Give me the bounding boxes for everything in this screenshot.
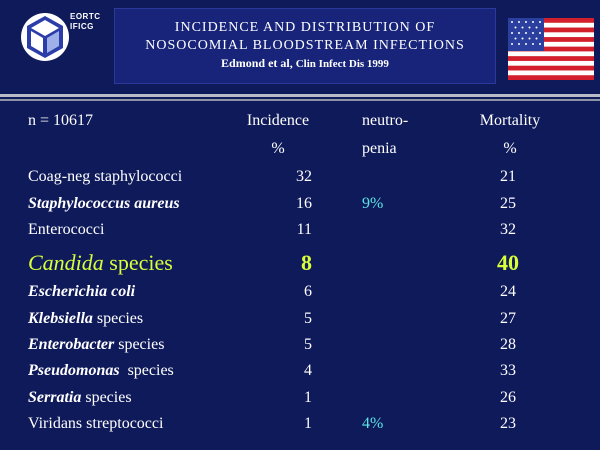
table-row: Viridans streptococci 1 4% 23 xyxy=(0,415,600,441)
col-mortality-header: Mortality xyxy=(479,112,541,129)
divider-bottom xyxy=(0,99,600,101)
incidence-value: 1 xyxy=(304,389,312,406)
neutropenia-value: 4% xyxy=(362,415,384,432)
logo-text: EORTC IFICG xyxy=(70,12,101,32)
col-mortality-unit: % xyxy=(503,140,517,157)
incidence-value: 4 xyxy=(304,362,312,379)
incidence-value: 5 xyxy=(304,310,312,327)
organism-name: Klebsiella species xyxy=(28,310,143,328)
organism-name-text: Enterococci xyxy=(28,221,105,238)
incidence-value: 16 xyxy=(296,195,312,212)
incidence-value: 6 xyxy=(304,283,312,300)
n-label: n = 10617 xyxy=(28,112,94,129)
table-row-highlight: Candida species 8 40 xyxy=(0,250,600,276)
col-incidence-unit: % xyxy=(271,140,285,157)
table-row: Serratia species 1 26 xyxy=(0,389,600,415)
mortality-value: 24 xyxy=(500,283,516,300)
organism-name-text: Staphylococcus aureus xyxy=(28,195,180,212)
incidence-value: 11 xyxy=(296,221,312,238)
organism-name-suffix: species xyxy=(81,389,132,406)
mortality-value: 26 xyxy=(500,389,516,406)
mortality-value: 40 xyxy=(497,250,519,275)
organism-name-text: Enterobacter xyxy=(28,336,115,353)
organism-name-text: Klebsiella xyxy=(28,310,93,327)
incidence-value: 1 xyxy=(304,415,312,432)
col-incidence-header: Incidence xyxy=(246,112,310,129)
mortality-value: 27 xyxy=(500,310,516,327)
mortality-value: 32 xyxy=(500,221,516,238)
mortality-value: 23 xyxy=(500,415,516,432)
organism-name-suffix: species xyxy=(119,362,174,379)
organism-name-text: Serratia xyxy=(28,389,82,406)
table-row: Klebsiella species 5 27 xyxy=(0,310,600,336)
divider-top xyxy=(0,94,600,97)
organism-name-text: Candida xyxy=(28,250,104,275)
mortality-value: 21 xyxy=(500,168,516,185)
logo-text-line1: EORTC xyxy=(70,12,101,21)
cube-logo-icon xyxy=(21,13,69,61)
table-row: Escherichia coli 6 24 xyxy=(0,283,600,309)
mortality-value: 25 xyxy=(500,195,516,212)
organism-name-text: Coag-neg staphylococci xyxy=(28,168,183,185)
organism-name: Enterobacter species xyxy=(28,336,164,354)
table-header-row-2: % penia % xyxy=(0,140,600,166)
mortality-value: 28 xyxy=(500,336,516,353)
organism-name: Viridans streptococci xyxy=(28,415,163,433)
title-line-1: INCIDENCE AND DISTRIBUTION OF xyxy=(174,20,436,35)
col-neutropenia-header: neutro- xyxy=(362,112,409,129)
title-box: INCIDENCE AND DISTRIBUTION OF NOSOCOMIAL… xyxy=(114,8,496,84)
neutropenia-value: 9% xyxy=(362,195,384,212)
incidence-value: 5 xyxy=(304,336,312,353)
table-row: Staphylococcus aureus 16 9% 25 xyxy=(0,195,600,221)
citation-authors: Edmond et al, xyxy=(221,56,293,70)
table-header-row-1: n = 10617 Incidence neutro- Mortality xyxy=(0,112,600,138)
incidence-value: 32 xyxy=(296,168,312,185)
organism-name-suffix: species xyxy=(103,250,173,275)
us-flag-icon xyxy=(508,18,594,80)
organism-name-text: Viridans streptococci xyxy=(28,415,164,432)
table-row: Enterococci 11 32 xyxy=(0,221,600,247)
slide-header: EORTC IFICG INCIDENCE AND DISTRIBUTION O… xyxy=(0,0,600,90)
organism-name: Serratia species xyxy=(28,389,132,407)
organism-name: Candida species xyxy=(28,250,173,276)
eortc-logo: EORTC IFICG xyxy=(20,8,110,68)
table-row: Coag-neg staphylococci 32 21 xyxy=(0,168,600,194)
organism-name: Enterococci xyxy=(28,221,104,239)
citation: Edmond et al, Clin Infect Dis 1999 xyxy=(115,55,495,72)
organism-name: Coag-neg staphylococci xyxy=(28,168,182,186)
organism-name: Escherichia coli xyxy=(28,283,135,301)
organism-name-suffix: species xyxy=(92,310,144,327)
organism-name-text: Pseudomonas xyxy=(28,362,120,379)
organism-name-text: Escherichia coli xyxy=(28,283,136,300)
organism-name: Pseudomonas species xyxy=(28,362,174,380)
incidence-value: 8 xyxy=(301,250,312,275)
title-line-2: NOSOCOMIAL BLOODSTREAM INFECTIONS xyxy=(145,38,465,53)
table-row: Enterobacter species 5 28 xyxy=(0,336,600,362)
col-neutropenia-header-cont: penia xyxy=(362,140,397,157)
mortality-value: 33 xyxy=(500,362,516,379)
organism-name: Staphylococcus aureus xyxy=(28,195,180,213)
citation-source: Clin Infect Dis 1999 xyxy=(295,58,389,70)
table-row: Pseudomonas species 4 33 xyxy=(0,362,600,388)
organism-name-suffix: species xyxy=(114,336,165,353)
logo-text-line2: IFICG xyxy=(70,22,94,31)
